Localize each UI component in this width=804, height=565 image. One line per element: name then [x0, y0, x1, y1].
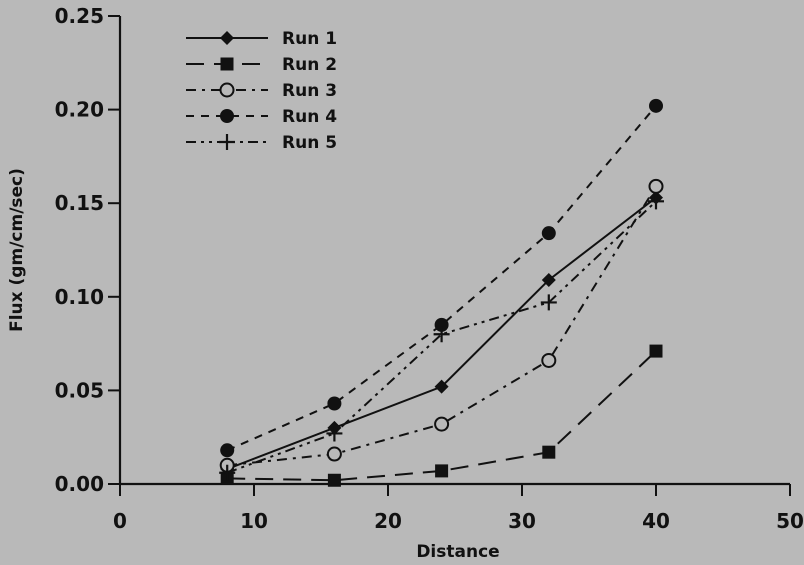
- series-4: [220, 98, 663, 458]
- x-tick-label: 50: [776, 509, 804, 533]
- legend-label: Run 1: [282, 29, 337, 49]
- data-point: [649, 344, 663, 358]
- legend-item-2: Run 2: [186, 55, 337, 75]
- y-tick-label: 0.25: [55, 4, 104, 28]
- data-point: [541, 272, 556, 287]
- legend-marker: [220, 109, 234, 123]
- data-point: [434, 317, 449, 332]
- legend-item-4: Run 4: [186, 107, 337, 127]
- legend-label: Run 2: [282, 55, 337, 75]
- legend-item-5: Run 5: [186, 133, 337, 153]
- axes: [118, 16, 790, 486]
- y-tick-label: 0.15: [55, 191, 104, 215]
- legend-item-3: Run 3: [186, 81, 337, 101]
- data-point: [541, 226, 556, 241]
- y-tick-label: 0.05: [55, 378, 104, 402]
- legend-marker: [220, 31, 234, 45]
- series-5: [219, 193, 664, 481]
- data-point: [541, 352, 557, 368]
- data-point: [219, 464, 236, 481]
- legend-label: Run 3: [282, 81, 337, 101]
- data-point: [649, 98, 663, 113]
- series-line: [227, 350, 657, 482]
- data-point: [327, 473, 341, 487]
- data-point: [220, 443, 235, 458]
- data-point: [540, 294, 557, 311]
- legend-item-1: Run 1: [186, 29, 337, 49]
- series-line: [226, 105, 657, 452]
- y-tick-label: 0.00: [55, 472, 104, 496]
- data-point: [542, 445, 556, 459]
- data-point: [648, 193, 664, 210]
- series-2: [220, 344, 663, 487]
- legend-label: Run 5: [282, 133, 337, 153]
- data-point: [434, 416, 450, 432]
- data-point: [326, 425, 343, 442]
- x-tick-label: 20: [374, 509, 402, 533]
- data-point: [434, 379, 449, 394]
- data-point: [435, 464, 449, 478]
- data-point: [648, 178, 664, 194]
- x-tick-label: 0: [113, 509, 127, 533]
- legend-marker: [219, 82, 235, 98]
- y-ticks: 0.00 0.05 0.10 0.15 0.20 0.25: [55, 4, 120, 496]
- data-point: [433, 326, 450, 343]
- x-tick-label: 30: [508, 509, 536, 533]
- y-tick-label: 0.20: [55, 98, 104, 122]
- x-tick-label: 40: [642, 509, 670, 533]
- x-tick-label: 10: [240, 509, 268, 533]
- series-3: [219, 178, 664, 473]
- legend-marker: [220, 57, 234, 71]
- x-axis-label: Distance: [416, 542, 499, 562]
- series-group: [219, 98, 664, 487]
- legend: Run 1 Run 2 Run 3 Run 4 Run 5: [186, 29, 337, 153]
- x-ticks: 0 10 20 30 40 50: [113, 484, 804, 533]
- legend-label: Run 4: [282, 107, 337, 127]
- y-tick-label: 0.10: [55, 285, 104, 309]
- y-axis-label: Flux (gm/cm/sec): [7, 168, 27, 332]
- data-point: [326, 446, 342, 462]
- data-point: [327, 396, 342, 411]
- legend-marker: [219, 134, 235, 150]
